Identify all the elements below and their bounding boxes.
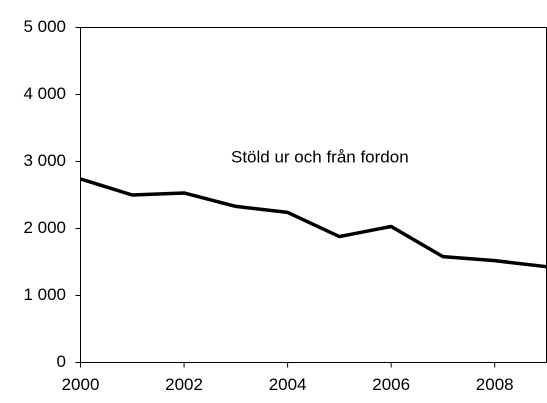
y-tick-label: 4 000 (23, 84, 66, 103)
x-tick-label: 2006 (372, 375, 410, 394)
annotation: Stöld ur och från fordon (231, 147, 409, 166)
x-tick-label: 2008 (476, 375, 514, 394)
x-tick-label: 2002 (165, 375, 203, 394)
y-tick-label: 1 000 (23, 285, 66, 304)
data-line (79, 177, 547, 269)
y-tick-label: 0 (57, 352, 66, 371)
y-tick-label: 5 000 (23, 17, 66, 36)
x-tick-label: 2000 (62, 375, 100, 394)
x-tick-label: 2004 (269, 375, 307, 394)
y-tick-label: 2 000 (23, 218, 66, 237)
y-tick-label: 3 000 (23, 151, 66, 170)
